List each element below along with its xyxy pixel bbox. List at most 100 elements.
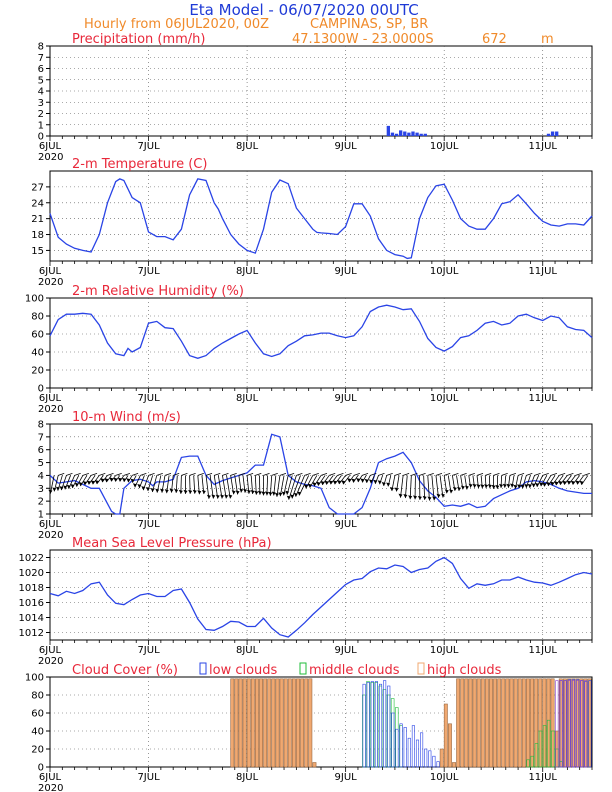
wind-barb-head: [554, 481, 559, 486]
precip-bar: [550, 131, 555, 136]
wind-barb-head: [460, 485, 465, 490]
x-tick-label: 11JUL: [528, 141, 557, 152]
wind-barb: [342, 475, 351, 485]
x-tick-label: 11JUL: [528, 645, 557, 656]
wind-barb-flag: [173, 473, 180, 476]
wind-barb-head: [316, 481, 321, 486]
cloud-bar-middle-clouds: [530, 755, 534, 768]
cloud-bar-purple: [584, 680, 588, 768]
wind-barb: [317, 475, 326, 486]
wind-barb-head: [141, 486, 146, 491]
wind-barb: [276, 475, 281, 497]
wind-barb-flag: [74, 473, 81, 476]
wind-barb: [568, 475, 576, 485]
wind-barb-head: [220, 494, 225, 499]
wind-barb-head: [566, 480, 571, 485]
wind-barb: [572, 475, 581, 485]
x-tick-label: 7JUL: [137, 266, 160, 277]
wind-barb-flag: [90, 473, 98, 476]
wind-barb-flag: [205, 473, 213, 476]
location-label: CAMPINAS, SP, BR: [310, 17, 428, 32]
wind-barb-head: [513, 484, 518, 489]
wind-barb-flag: [279, 473, 287, 476]
wind-barb-head: [224, 494, 229, 499]
wind-barb-head: [449, 489, 454, 494]
wind-barb: [334, 475, 342, 485]
wind-barb-head: [312, 482, 317, 487]
x-tick-label: 6JUL: [39, 645, 62, 656]
wind-barb: [423, 475, 426, 500]
wind-barb-head: [231, 490, 236, 495]
x-tick-label: 8JUL: [236, 645, 259, 656]
x-tick-label: 8JUL: [236, 141, 259, 152]
cloud-bar-high-clouds: [283, 678, 288, 768]
wind-barb: [576, 475, 585, 485]
panel-temperature: 15 18 21 24 27 6JUL 7JUL 8JUL 9JUL 10JUL 11JUL 2020…: [31, 157, 593, 288]
wind-barb-head: [126, 478, 131, 483]
wind-barb-flag: [435, 473, 443, 476]
precip-bar: [411, 131, 415, 136]
wind-barb-head: [328, 480, 333, 485]
cloud-bar-high-clouds: [267, 678, 272, 768]
wind-barb-head: [495, 484, 500, 489]
plot-frame: [49, 297, 593, 389]
wind-barb-head: [55, 486, 60, 491]
wind-barb-head: [398, 493, 403, 498]
cloud-bar-low-clouds: [436, 761, 440, 768]
wind-barb-flag: [99, 473, 106, 476]
wind-barb-flag: [550, 473, 558, 476]
wind-barb-head: [307, 483, 312, 488]
wind-barb-head: [188, 489, 193, 494]
wind-barb-head: [74, 482, 79, 487]
x-tick-label: 7JUL: [137, 772, 160, 783]
wind-barb-head: [377, 480, 382, 485]
wind-barb: [435, 475, 439, 498]
wind-barb-flag: [312, 473, 319, 476]
relative_humidity-line: [49, 304, 593, 359]
precip-bar: [399, 130, 403, 136]
wind-barb: [209, 475, 214, 499]
wind-barb-flag: [304, 473, 311, 476]
panel-title: 2-m Relative Humidity (%): [72, 284, 244, 299]
x-tick-label: 6JUL: [39, 141, 62, 152]
cloud-bar-high-clouds: [439, 748, 444, 768]
cloud-bar-high-clouds: [456, 678, 461, 768]
wind-barb-head: [535, 482, 540, 487]
x-tick-label: 7JUL: [137, 393, 160, 404]
wind-barb-head: [297, 491, 302, 496]
x-tick-label: 7JUL: [137, 645, 160, 656]
coords-label: 47.1300W - 23.0000S: [292, 32, 434, 47]
plot-frame: [49, 423, 593, 515]
wind-barb: [217, 475, 223, 499]
wind-barb: [439, 475, 444, 498]
y-tick-label: 40: [31, 348, 44, 359]
wind-barb-head: [268, 491, 273, 496]
wind-barb-flag: [419, 473, 426, 476]
wind-barb-head: [192, 489, 197, 494]
wind-barb-head: [347, 478, 352, 483]
wind-barb-head: [403, 494, 408, 499]
legend-swatch-high: [417, 662, 425, 675]
wind-barb-head: [281, 491, 286, 496]
wind-barb: [322, 475, 330, 486]
wind-barb-head: [271, 491, 276, 496]
wind-barb-flag: [452, 473, 459, 476]
cloud-bar-high-clouds: [275, 678, 280, 768]
y-tick-label: 2: [38, 497, 44, 508]
y-tick-label: 3: [38, 484, 44, 495]
x-tick-label: 11JUL: [528, 772, 557, 783]
x-tick-label: 11JUL: [528, 519, 557, 530]
wind-barb-flag: [517, 473, 525, 476]
cloud-bar-high-clouds: [300, 678, 305, 768]
wind-barb-flag: [559, 473, 566, 476]
wind-barb-flag: [263, 473, 270, 476]
cloud-bar-low-clouds: [420, 732, 424, 768]
wind-barb-head: [104, 478, 109, 483]
cloud-bar-low-clouds: [415, 739, 420, 768]
y-tick-label: 2: [38, 109, 44, 120]
panel-title: Cloud Cover (%): [72, 663, 178, 678]
wind-barb-flag: [460, 473, 467, 476]
cloud-bar-high-clouds: [587, 678, 592, 768]
